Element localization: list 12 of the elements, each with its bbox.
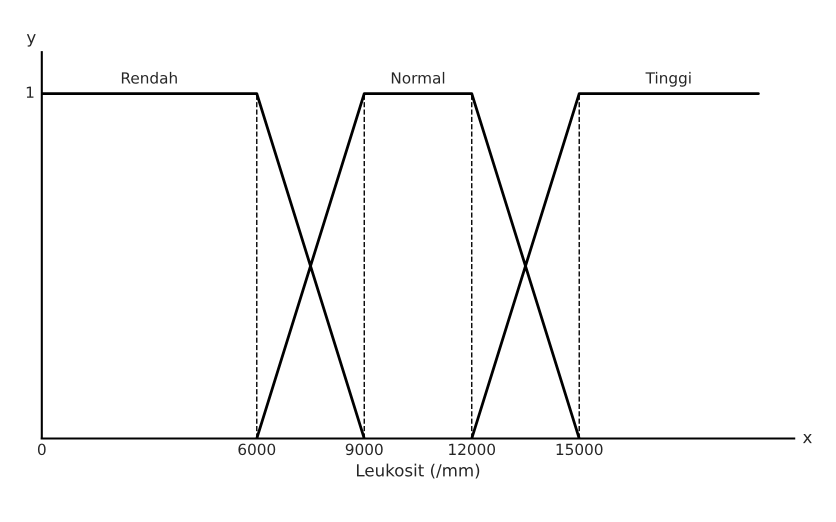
x-axis-title: Leukosit (/mm): [356, 464, 480, 479]
x-tick-label: 12000: [449, 444, 496, 456]
text: x: [803, 434, 812, 444]
x-tick-label: 0: [38, 444, 46, 456]
series-label: Tinggi: [646, 72, 691, 87]
series-label: Rendah: [122, 72, 177, 84]
text: y: [26, 34, 36, 47]
series-label: Normal: [392, 72, 444, 84]
x-tick-label: 15000: [556, 444, 603, 456]
x-tick-label: 6000: [238, 444, 276, 456]
annotation: 1: [26, 86, 34, 98]
x-tick-label: 9000: [346, 444, 383, 456]
